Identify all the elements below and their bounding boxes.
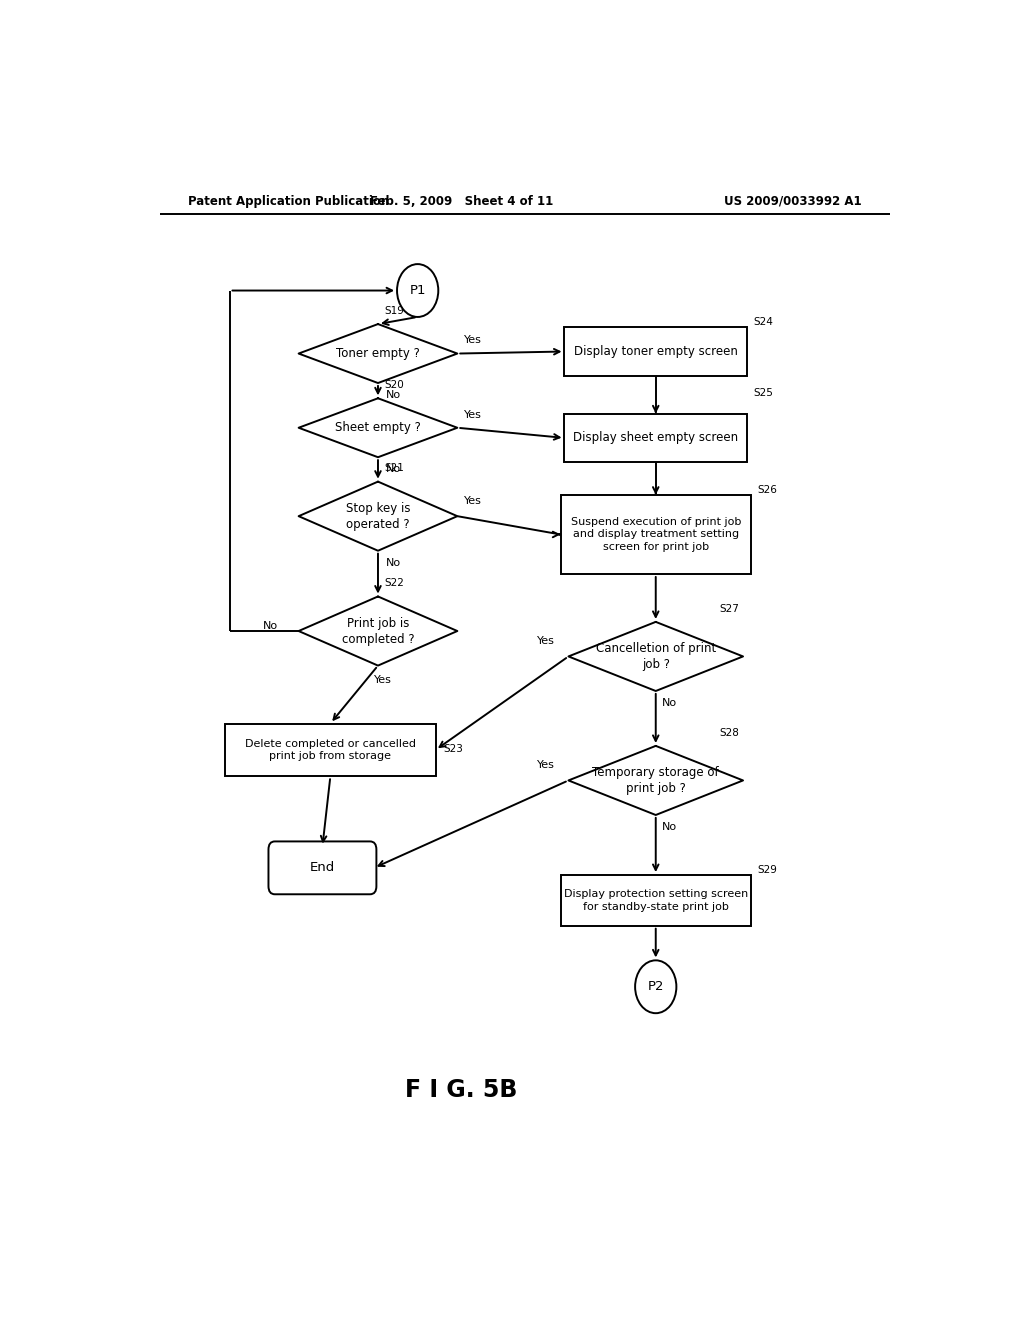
Text: S26: S26 bbox=[758, 484, 777, 495]
Text: P2: P2 bbox=[647, 981, 664, 993]
Text: Yes: Yes bbox=[464, 496, 481, 506]
Text: No: No bbox=[386, 465, 401, 474]
Text: No: No bbox=[663, 698, 677, 709]
FancyBboxPatch shape bbox=[268, 841, 377, 894]
Text: Sheet empty ?: Sheet empty ? bbox=[335, 421, 421, 434]
Text: Temporary storage of
print job ?: Temporary storage of print job ? bbox=[593, 766, 719, 795]
Text: S28: S28 bbox=[719, 727, 739, 738]
Text: Display sheet empty screen: Display sheet empty screen bbox=[573, 432, 738, 445]
Text: No: No bbox=[263, 620, 279, 631]
Text: No: No bbox=[386, 558, 401, 568]
Text: Display toner empty screen: Display toner empty screen bbox=[573, 345, 737, 358]
Text: Yes: Yes bbox=[464, 335, 481, 346]
Text: Yes: Yes bbox=[374, 675, 392, 685]
Bar bbox=[564, 327, 748, 376]
Text: Yes: Yes bbox=[464, 409, 481, 420]
Text: Suspend execution of print job
and display treatment setting
screen for print jo: Suspend execution of print job and displ… bbox=[570, 517, 741, 552]
Text: S27: S27 bbox=[719, 603, 739, 614]
Text: Patent Application Publication: Patent Application Publication bbox=[187, 194, 389, 207]
Text: Feb. 5, 2009   Sheet 4 of 11: Feb. 5, 2009 Sheet 4 of 11 bbox=[370, 194, 553, 207]
Text: S23: S23 bbox=[443, 744, 463, 754]
Bar bbox=[225, 723, 435, 776]
Text: S19: S19 bbox=[384, 306, 404, 315]
Text: S20: S20 bbox=[384, 380, 404, 389]
Text: S21: S21 bbox=[384, 463, 404, 474]
Text: No: No bbox=[386, 391, 401, 400]
Text: S24: S24 bbox=[754, 317, 773, 327]
Text: F I G. 5B: F I G. 5B bbox=[406, 1078, 517, 1102]
Bar bbox=[564, 413, 748, 462]
Text: Print job is
completed ?: Print job is completed ? bbox=[342, 616, 415, 645]
Text: US 2009/0033992 A1: US 2009/0033992 A1 bbox=[724, 194, 862, 207]
Text: Cancelletion of print
job ?: Cancelletion of print job ? bbox=[596, 642, 716, 671]
Text: Delete completed or cancelled
print job from storage: Delete completed or cancelled print job … bbox=[245, 739, 416, 762]
Text: Yes: Yes bbox=[537, 636, 555, 647]
Bar bbox=[560, 875, 751, 925]
Text: End: End bbox=[310, 862, 335, 874]
Text: Stop key is
operated ?: Stop key is operated ? bbox=[346, 502, 411, 531]
Text: S22: S22 bbox=[384, 578, 404, 589]
Bar bbox=[560, 495, 751, 574]
Text: Toner empty ?: Toner empty ? bbox=[336, 347, 420, 360]
Text: No: No bbox=[663, 822, 677, 832]
Text: P1: P1 bbox=[410, 284, 426, 297]
Text: Yes: Yes bbox=[537, 760, 555, 770]
Text: S29: S29 bbox=[758, 865, 777, 875]
Text: Display protection setting screen
for standby-state print job: Display protection setting screen for st… bbox=[563, 890, 748, 912]
Text: S25: S25 bbox=[754, 388, 773, 399]
